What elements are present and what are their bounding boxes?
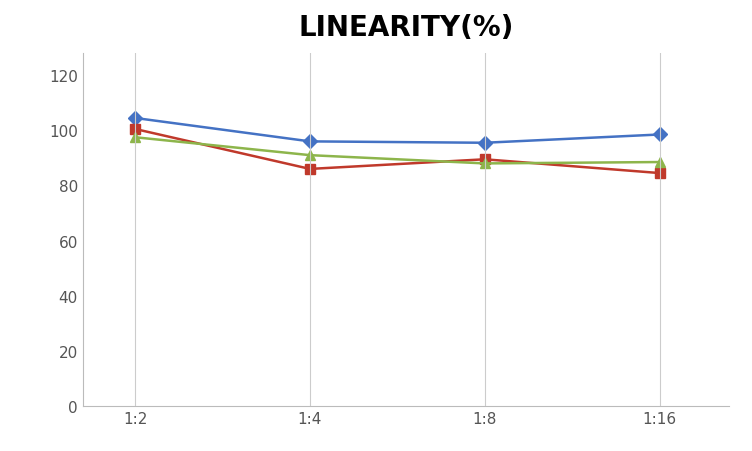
Text: LINEARITY(%): LINEARITY(%)	[299, 14, 514, 41]
Cell culture media(n=8)	[481, 161, 490, 167]
Serum (n=8)	[131, 116, 140, 121]
EDTA plasma (n=8)	[481, 157, 490, 163]
Line: Serum (n=8): Serum (n=8)	[130, 114, 664, 148]
EDTA plasma (n=8)	[131, 127, 140, 133]
Cell culture media(n=8)	[305, 153, 314, 158]
Cell culture media(n=8)	[655, 160, 664, 166]
Line: Cell culture media(n=8): Cell culture media(n=8)	[130, 133, 664, 169]
EDTA plasma (n=8)	[305, 167, 314, 172]
Serum (n=8)	[481, 141, 490, 146]
Cell culture media(n=8)	[131, 135, 140, 141]
EDTA plasma (n=8)	[655, 171, 664, 176]
Line: EDTA plasma (n=8): EDTA plasma (n=8)	[130, 125, 664, 179]
Serum (n=8)	[305, 139, 314, 145]
Serum (n=8)	[655, 133, 664, 138]
